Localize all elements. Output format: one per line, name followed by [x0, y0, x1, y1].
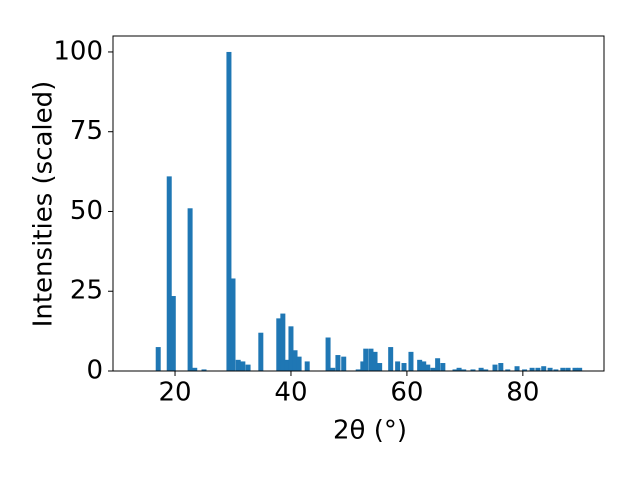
bar [235, 359, 241, 371]
bar [470, 369, 476, 371]
y-tick-label: 50 [70, 196, 103, 226]
bar [541, 366, 547, 371]
bar [240, 361, 246, 371]
bar [258, 332, 264, 371]
y-axis-label: Intensities (scaled) [29, 81, 59, 328]
bar [529, 367, 535, 371]
x-tick-label: 20 [158, 378, 191, 408]
bar [547, 367, 553, 371]
bar [483, 369, 489, 371]
bar [522, 369, 528, 371]
x-tick-label: 60 [390, 378, 423, 408]
x-tick-label: 40 [274, 378, 307, 408]
bar [276, 318, 282, 371]
bar [498, 363, 504, 371]
bar [514, 366, 520, 371]
bar [388, 347, 394, 371]
bar [430, 367, 436, 371]
bar [440, 363, 446, 371]
bar [363, 348, 369, 371]
bar [292, 350, 298, 371]
bar [478, 367, 484, 371]
bar [226, 51, 232, 371]
bar [192, 367, 198, 371]
bar [456, 367, 462, 371]
bar [284, 359, 290, 371]
bar [335, 355, 341, 371]
x-tick-label: 80 [506, 378, 539, 408]
bar [341, 356, 347, 371]
bar [505, 369, 511, 371]
bar [572, 367, 578, 371]
bar [330, 367, 336, 371]
bar [560, 367, 566, 371]
bar [492, 364, 498, 371]
bar [435, 358, 441, 371]
bar [288, 326, 294, 371]
bar [245, 364, 251, 371]
bar [296, 356, 302, 371]
bar [368, 348, 374, 371]
bar [187, 208, 193, 371]
bar [280, 313, 286, 371]
bar [452, 369, 458, 371]
y-tick-label: 100 [53, 36, 103, 66]
bar [155, 347, 161, 371]
bar [372, 351, 378, 371]
x-axis-label: 2θ (°) [333, 416, 407, 446]
bar [355, 369, 361, 371]
bar [461, 369, 467, 371]
bar [360, 361, 366, 371]
y-tick-label: 0 [86, 356, 103, 386]
bar [553, 369, 559, 371]
bar [577, 367, 583, 371]
bar [408, 351, 414, 371]
bar [535, 367, 541, 371]
bar [421, 361, 427, 371]
bar [377, 363, 383, 371]
bar [395, 361, 401, 371]
bar [425, 364, 431, 371]
bar [565, 367, 571, 371]
bar [325, 337, 331, 371]
bar [417, 359, 423, 371]
bar [201, 369, 207, 371]
y-tick-label: 75 [70, 116, 103, 146]
plot-frame [112, 35, 605, 372]
bar [170, 296, 176, 371]
bar [166, 176, 172, 371]
bar [401, 363, 407, 371]
bar [304, 361, 310, 371]
bar [230, 278, 236, 371]
y-tick-label: 25 [70, 276, 103, 306]
